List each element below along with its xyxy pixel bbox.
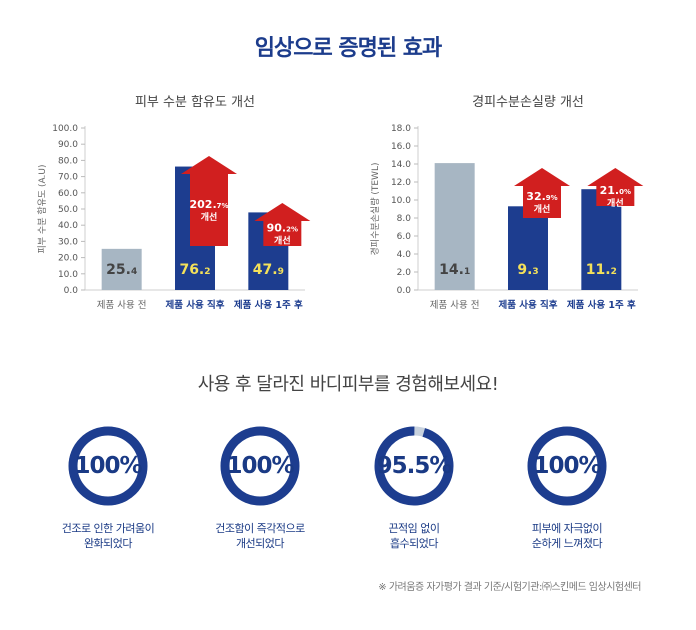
result-caption-line: 건조함이 즉각적으로 — [215, 522, 305, 535]
y-tick-label: 2.0 — [397, 268, 412, 278]
y-tick-label: 6.0 — [397, 232, 412, 242]
footnote: ※ 가려움증 자가평가 결과 기준/시험기관:㈜스킨메드 임상시험센터 — [378, 582, 641, 593]
section-subtitle: 사용 후 달라진 바디피부를 경험해보세요! — [197, 374, 499, 395]
y-tick-label: 8.0 — [397, 214, 412, 224]
result-value: 100% — [226, 453, 294, 479]
y-axis-label: 피부 수분 함유도 (A.U) — [37, 164, 48, 253]
result-item: 100% 건조함이 즉각적으로 개선되었다 — [195, 425, 325, 551]
ring-progress — [220, 426, 300, 506]
improvement-percent: 32.9% — [526, 190, 557, 203]
x-tick-label: 제품 사용 1주 후 — [567, 299, 636, 311]
y-tick-label: 16.0 — [391, 142, 411, 152]
improvement-label: 개선 — [534, 203, 551, 215]
result-caption: 건조함이 즉각적으로 개선되었다 — [195, 521, 325, 551]
result-caption: 건조로 인한 가려움이 완화되었다 — [43, 521, 173, 551]
result-value: 100% — [533, 453, 601, 479]
x-tick-label: 제품 사용 전 — [430, 300, 480, 311]
y-tick-label: 30.0 — [58, 237, 78, 247]
progress-ring — [374, 426, 454, 506]
page-title: 임상으로 증명된 효과 — [254, 36, 442, 61]
y-tick-label: 14.0 — [391, 160, 411, 170]
result-caption-line: 순하게 느껴졌다 — [531, 537, 603, 550]
result-caption: 끈적임 없이 흡수되었다 — [349, 521, 479, 551]
result-caption: 피부에 자극없이 순하게 느껴졌다 — [502, 521, 632, 551]
y-tick-label: 100.0 — [52, 124, 78, 134]
result-caption-line: 완화되었다 — [83, 537, 133, 550]
bar — [434, 163, 475, 290]
progress-ring — [68, 426, 148, 506]
result-caption-line: 피부에 자극없이 — [531, 522, 603, 535]
y-tick-label: 10.0 — [391, 196, 411, 206]
improvement-label: 개선 — [274, 235, 291, 247]
bar — [508, 206, 548, 290]
y-tick-label: 70.0 — [58, 173, 78, 183]
improvement-percent: 202.7% — [189, 198, 228, 211]
chart-title: 경피수분손실량 개선 — [472, 95, 584, 110]
data-label: 76.2 — [179, 262, 210, 278]
ring-progress — [527, 426, 607, 506]
improvement-arrow — [254, 203, 311, 246]
y-tick-label: 60.0 — [58, 189, 78, 199]
y-tick-label: 12.0 — [391, 178, 411, 188]
data-label: 14.1 — [439, 262, 470, 278]
improvement-label: 개선 — [607, 197, 624, 209]
result-item: 100% 피부에 자극없이 순하게 느껴졌다 — [502, 425, 632, 551]
result-caption-line: 흡수되었다 — [389, 537, 439, 550]
data-label: 47.9 — [253, 262, 284, 278]
improvement-arrow — [514, 168, 570, 218]
result-caption-line: 개선되었다 — [235, 537, 285, 550]
improvement-arrow — [587, 168, 644, 206]
y-tick-label: 0.0 — [397, 286, 412, 296]
y-tick-label: 40.0 — [58, 221, 78, 231]
y-tick-label: 0.0 — [64, 286, 79, 296]
result-caption-line: 건조로 인한 가려움이 — [61, 522, 155, 535]
y-axis-label: 경피수분손실량 (TEWL) — [369, 163, 381, 256]
progress-ring — [527, 426, 607, 506]
x-tick-label: 제품 사용 직후 — [498, 299, 557, 311]
x-tick-label: 제품 사용 직후 — [165, 299, 224, 311]
bar — [101, 248, 142, 290]
result-item: 95.5% 끈적임 없이 흡수되었다 — [349, 425, 479, 551]
result-value: 95.5% — [376, 453, 453, 479]
y-tick-label: 10.0 — [58, 270, 78, 280]
improvement-label: 개선 — [201, 211, 218, 223]
improvement-arrow — [181, 156, 237, 246]
chart-title: 피부 수분 함유도 개선 — [135, 95, 255, 110]
y-tick-label: 18.0 — [391, 124, 411, 134]
y-tick-label: 90.0 — [58, 140, 78, 150]
x-tick-label: 제품 사용 1주 후 — [234, 299, 303, 311]
y-tick-label: 20.0 — [58, 254, 78, 264]
y-tick-label: 4.0 — [397, 250, 412, 260]
ring-progress — [68, 426, 148, 506]
y-tick-label: 80.0 — [58, 156, 78, 166]
y-tick-label: 50.0 — [58, 205, 78, 215]
result-value: 100% — [74, 453, 142, 479]
data-label: 11.2 — [586, 262, 617, 278]
result-item: 100% 건조로 인한 가려움이 완화되었다 — [43, 425, 173, 551]
improvement-percent: 90.2% — [267, 222, 298, 235]
x-tick-label: 제품 사용 전 — [97, 300, 147, 311]
data-label: 25.4 — [106, 262, 137, 278]
improvement-percent: 21.0% — [600, 184, 631, 197]
data-label: 9.3 — [517, 262, 538, 278]
progress-ring — [220, 426, 300, 506]
result-caption-line: 끈적임 없이 — [388, 522, 440, 535]
